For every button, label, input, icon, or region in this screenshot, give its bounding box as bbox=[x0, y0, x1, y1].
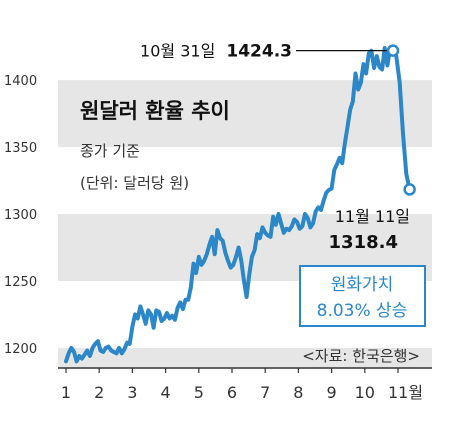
chart-subtitle: 종가 기준 bbox=[80, 142, 140, 160]
x-tick-label: 5 bbox=[194, 383, 204, 402]
y-tick-label: 1300 bbox=[4, 208, 37, 223]
x-tick-label: 4 bbox=[161, 383, 171, 402]
grid-bands bbox=[58, 80, 432, 368]
x-tick-label: 8 bbox=[293, 383, 303, 402]
grid-band bbox=[58, 347, 432, 368]
y-tick-label: 1200 bbox=[4, 342, 37, 357]
callout-box bbox=[299, 265, 426, 327]
unit-note: (단위: 달러당 원) bbox=[80, 174, 189, 192]
callout-line1: 원화가치 bbox=[331, 275, 394, 295]
chart-title: 원달러 환율 추이 bbox=[80, 99, 230, 123]
peak-annotation: 10월 31일 1424.3 bbox=[140, 42, 292, 62]
exchange-rate-line bbox=[64, 45, 412, 364]
end-marker bbox=[403, 183, 416, 196]
x-axis: 1 2 3 4 5 6 7 8 9 10 11월 bbox=[58, 367, 432, 402]
x-tick-label: 6 bbox=[227, 383, 237, 402]
x-tick-label: 9 bbox=[327, 383, 337, 402]
peak-marker bbox=[386, 44, 400, 57]
peak-value: 1424.3 bbox=[226, 42, 292, 62]
grid-band bbox=[58, 80, 432, 148]
x-tick-label: 3 bbox=[127, 383, 137, 402]
y-axis: 1200 1250 1300 1350 1400 bbox=[4, 74, 37, 357]
peak-date: 10월 31일 bbox=[140, 42, 215, 61]
source-note: <자료: 한국은행> bbox=[302, 347, 420, 365]
end-date: 11월 11일 bbox=[335, 207, 410, 226]
callout-line2: 8.03% 상승 bbox=[317, 301, 408, 321]
end-value: 1318.4 bbox=[329, 232, 398, 253]
x-tick-label: 7 bbox=[260, 383, 270, 402]
y-tick-label: 1400 bbox=[4, 74, 37, 89]
x-tick-label: 2 bbox=[94, 383, 104, 402]
y-tick-label: 1250 bbox=[4, 275, 37, 290]
x-tick-label: 1 bbox=[61, 383, 71, 402]
x-tick-label: 11월 bbox=[388, 383, 423, 402]
y-tick-label: 1350 bbox=[4, 141, 37, 156]
x-tick-label: 10 bbox=[355, 383, 375, 402]
